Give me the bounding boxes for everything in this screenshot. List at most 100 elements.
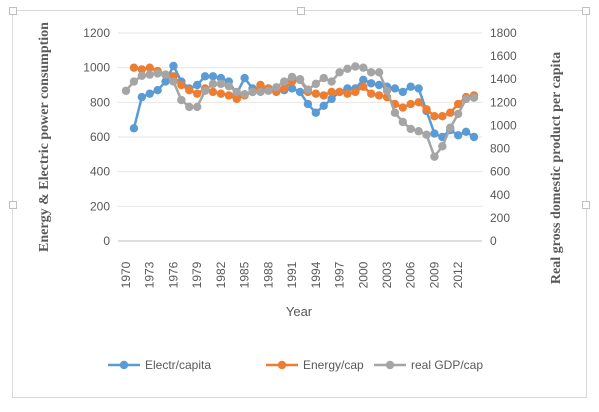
data-point (216, 89, 226, 98)
data-point (390, 108, 400, 117)
data-point (192, 102, 202, 112)
legend-label: real GDP/cap (411, 358, 483, 372)
data-point (256, 80, 265, 90)
data-point (224, 81, 234, 91)
data-point (319, 101, 328, 111)
legend-item-electr-capita: Electr/capita (108, 358, 211, 372)
data-point (303, 85, 313, 94)
data-point (177, 95, 186, 105)
right-axis-title-text: Real gross domestic product per capita (549, 52, 564, 284)
data-point (208, 87, 218, 97)
data-point (343, 89, 352, 98)
data-point (343, 64, 352, 74)
series-real-gdp-cap (121, 62, 479, 161)
data-point (327, 77, 336, 86)
data-point (461, 94, 471, 104)
data-point (359, 63, 368, 72)
data-point (398, 87, 408, 97)
data-point (145, 63, 154, 72)
left-tick-label: 800 (90, 95, 110, 109)
data-point (406, 99, 415, 109)
data-point (208, 79, 218, 89)
data-point (279, 84, 289, 93)
x-tick-label: 2009 (427, 261, 441, 288)
data-point (137, 65, 147, 74)
data-point (303, 99, 313, 109)
data-point (177, 80, 186, 90)
data-point (240, 90, 249, 99)
resize-handle-top[interactable] (297, 7, 305, 15)
data-point (161, 70, 170, 79)
left-tick-label: 0 (103, 234, 110, 248)
left-tick-label: 600 (90, 130, 110, 144)
data-point (406, 124, 415, 134)
x-tick-label: 1979 (190, 261, 204, 288)
data-point (232, 87, 241, 97)
data-point (351, 62, 360, 71)
data-point (422, 130, 431, 139)
legend-item-energy-cap: Energy/cap (266, 358, 364, 372)
data-point (453, 99, 463, 109)
legend-label: Energy/cap (303, 358, 364, 372)
series-energy-cap (129, 63, 479, 121)
data-point (366, 68, 376, 77)
data-point (145, 70, 154, 79)
data-point (453, 131, 463, 140)
right-tick-label: 1000 (490, 118, 517, 132)
right-axis-ticks: 0 200 400 600 800 1000 1200 1400 1600 1800 (490, 26, 517, 248)
resize-handle-right[interactable] (582, 201, 590, 209)
data-point (129, 124, 139, 133)
data-point (335, 87, 344, 97)
data-point (414, 84, 423, 93)
data-point (169, 61, 178, 71)
data-point (153, 86, 162, 95)
data-point (240, 73, 249, 83)
data-point (287, 84, 297, 93)
data-point (374, 91, 384, 100)
data-point (319, 91, 328, 100)
data-point (446, 108, 455, 117)
left-tick-label: 400 (90, 165, 110, 179)
data-point (430, 152, 439, 161)
data-point (359, 75, 368, 85)
data-point (438, 142, 447, 151)
x-tick-label: 1988 (261, 261, 275, 288)
x-axis-title: Year (286, 304, 313, 319)
data-point (216, 79, 226, 89)
resize-handle-top-left[interactable] (9, 7, 17, 15)
x-tick-label: 2012 (451, 261, 465, 288)
resize-handle-top-right[interactable] (582, 7, 590, 15)
x-tick-label: 2006 (404, 261, 418, 288)
data-point (327, 94, 336, 104)
data-point (351, 87, 360, 97)
data-point (366, 79, 376, 88)
data-point (366, 89, 376, 98)
data-point (446, 123, 455, 132)
data-point (414, 127, 423, 136)
data-point (327, 87, 336, 97)
right-tick-label: 1800 (490, 26, 517, 40)
data-point (390, 84, 400, 93)
x-tick-label: 1994 (309, 261, 323, 288)
data-point (335, 68, 344, 77)
data-point (192, 89, 202, 98)
resize-handle-left[interactable] (9, 201, 17, 209)
data-point (311, 108, 321, 117)
data-point (264, 86, 273, 95)
x-tick-label: 1997 (333, 261, 347, 288)
data-point (382, 86, 392, 95)
right-tick-label: 1400 (490, 72, 517, 86)
data-point (430, 129, 439, 138)
data-point (153, 69, 162, 78)
right-tick-label: 200 (490, 211, 510, 225)
x-axis-ticks: 1970 1973 1976 1979 1982 1985 1988 1991 1994 1997… (119, 261, 465, 288)
data-point (256, 87, 265, 97)
data-point (295, 87, 305, 97)
data-point (129, 77, 139, 86)
legend-label: Electr/capita (145, 358, 211, 372)
data-point (161, 77, 170, 86)
data-point (208, 72, 218, 81)
x-tick-label: 1970 (119, 261, 133, 288)
data-point (185, 102, 194, 112)
